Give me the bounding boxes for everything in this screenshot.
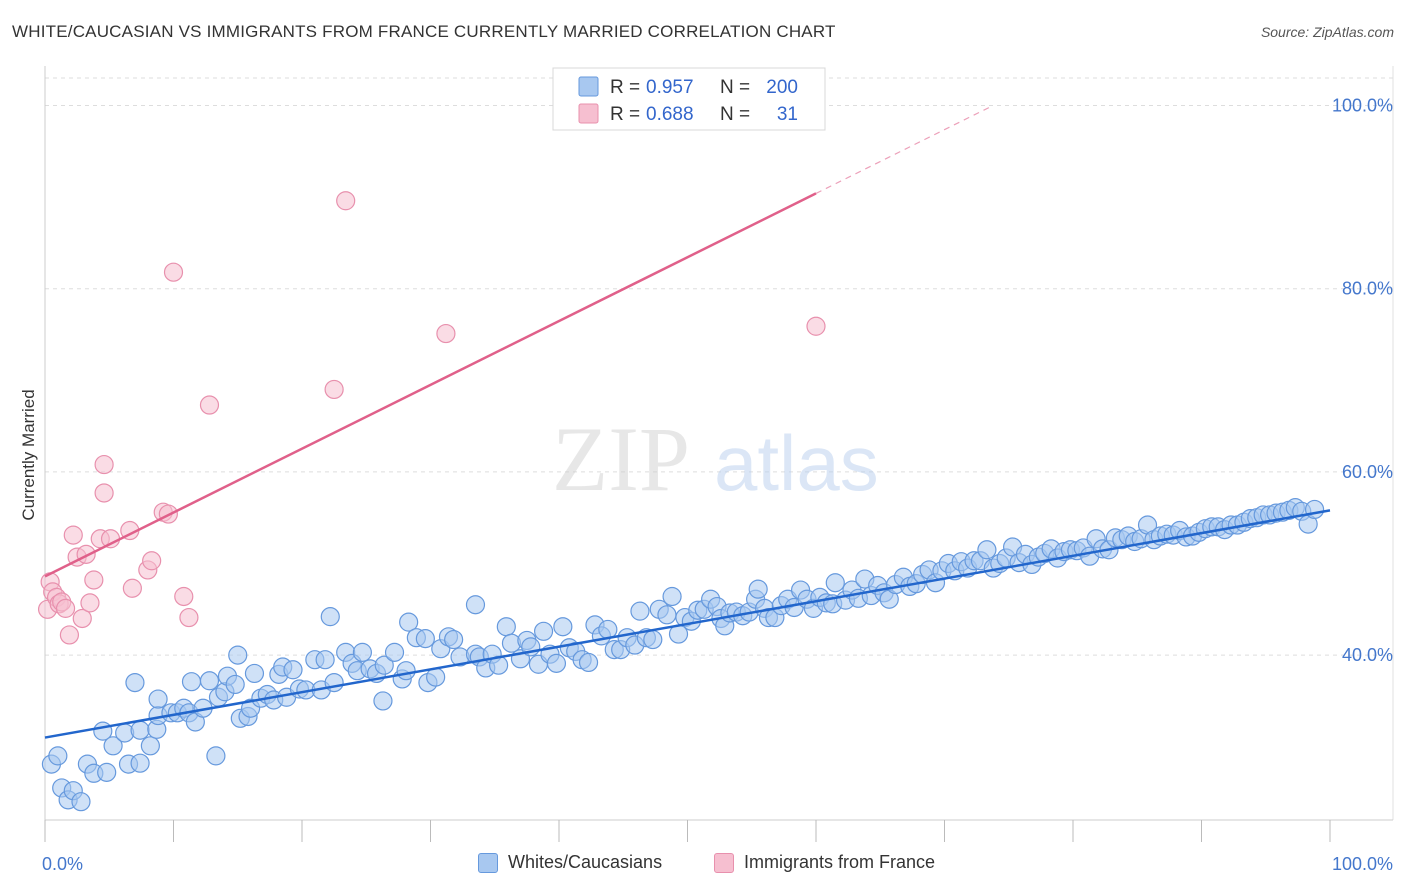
- point-whites: [148, 689, 168, 709]
- watermark: ZIP atlas: [552, 408, 879, 510]
- point-whites: [140, 736, 160, 756]
- chart-title: WHITE/CAUCASIAN VS IMMIGRANTS FROM FRANC…: [12, 22, 836, 41]
- point-whites: [374, 655, 394, 675]
- point-france: [179, 607, 199, 628]
- point-france: [55, 598, 76, 618]
- x-tick-label-min: 0.0%: [42, 854, 83, 874]
- point-whites: [748, 579, 768, 599]
- point-france: [94, 483, 114, 503]
- point-whites: [130, 720, 150, 740]
- trend-lines: [44, 106, 1331, 739]
- bottom-legend-swatch-pink: [714, 852, 734, 873]
- point-whites: [130, 753, 150, 773]
- point-whites: [399, 612, 419, 632]
- point-whites: [125, 672, 145, 693]
- point-whites: [643, 629, 663, 650]
- legend-n-label-pink: N =: [720, 104, 750, 125]
- point-whites: [553, 617, 573, 637]
- point-whites: [465, 595, 486, 615]
- point-france: [174, 586, 194, 607]
- point-whites: [578, 652, 599, 673]
- point-france: [199, 395, 220, 415]
- bottom-legend-swatch-blue: [478, 852, 498, 873]
- point-whites: [244, 663, 265, 684]
- bottom-legend-label-whites: Whites/Caucasians: [508, 852, 663, 872]
- point-whites: [373, 691, 393, 711]
- point-whites: [103, 736, 123, 756]
- y-tick-label: 80.0%: [1342, 279, 1393, 299]
- point-whites: [533, 621, 554, 641]
- point-whites: [384, 642, 405, 662]
- point-whites: [320, 607, 340, 627]
- correlation-legend: R = 0.957 N = 200 R = 0.688 N = 31: [552, 67, 826, 131]
- point-whites: [977, 540, 997, 560]
- point-whites: [199, 671, 220, 691]
- legend-r-label-pink: R =: [610, 104, 640, 125]
- x-tick-label-max: 100.0%: [1332, 854, 1393, 874]
- point-whites: [657, 605, 677, 625]
- point-france: [163, 262, 184, 282]
- point-france: [436, 323, 456, 344]
- point-whites: [396, 661, 416, 681]
- point-whites: [662, 586, 682, 607]
- point-france: [122, 578, 142, 598]
- point-whites: [324, 672, 344, 693]
- point-france: [84, 570, 104, 590]
- point-france: [324, 379, 344, 400]
- legend-n-value-pink: 31: [777, 104, 798, 125]
- axes: [44, 66, 1394, 842]
- watermark-atlas: atlas: [714, 419, 879, 507]
- point-whites: [225, 674, 245, 695]
- chart-source: Source: ZipAtlas.com: [1260, 24, 1394, 40]
- trend-line-whites: [44, 509, 1331, 739]
- bottom-legend-whites: Whites/Caucasians: [478, 852, 662, 873]
- point-france: [94, 454, 114, 475]
- legend-r-value-pink: 0.688: [646, 104, 694, 125]
- gridlines: [45, 77, 1393, 656]
- y-tick-label: 40.0%: [1342, 645, 1393, 665]
- y-axis-title: Currently Married: [19, 389, 38, 520]
- watermark-zip: ZIP: [552, 408, 690, 510]
- point-france: [63, 525, 83, 545]
- point-whites: [71, 792, 91, 812]
- point-whites: [48, 746, 68, 766]
- trend-line-france-extension: [815, 106, 990, 194]
- y-tick-labels: 40.0% 60.0% 80.0% 100.0%: [1332, 95, 1393, 665]
- point-whites: [228, 645, 248, 665]
- trend-line-france: [44, 192, 817, 578]
- point-france: [142, 551, 162, 571]
- point-france: [806, 316, 826, 336]
- point-whites: [630, 601, 650, 621]
- legend-n-label-blue: N =: [720, 77, 750, 98]
- point-france: [336, 191, 356, 211]
- legend-swatch-pink: [578, 103, 599, 124]
- point-whites: [546, 653, 567, 673]
- point-whites: [283, 660, 303, 680]
- point-whites: [825, 573, 845, 593]
- point-whites: [181, 672, 202, 692]
- bottom-legend-label-france: Immigrants from France: [744, 852, 936, 872]
- point-whites: [206, 746, 226, 766]
- point-france: [80, 593, 100, 613]
- point-whites: [315, 650, 335, 670]
- point-whites: [352, 642, 372, 662]
- point-whites: [1304, 499, 1325, 520]
- point-france: [76, 544, 96, 564]
- legend-r-value-blue: 0.957: [646, 77, 694, 98]
- legend-r-label-blue: R =: [610, 77, 640, 98]
- y-tick-label: 100.0%: [1332, 95, 1393, 115]
- point-france: [59, 625, 80, 645]
- point-whites: [415, 629, 435, 649]
- y-tick-label: 60.0%: [1342, 462, 1393, 482]
- legend-n-value-blue: 200: [766, 77, 798, 98]
- point-whites: [496, 617, 516, 637]
- point-france: [72, 608, 92, 629]
- bottom-legend-france: Immigrants from France: [714, 852, 935, 873]
- series-france-points: [37, 191, 826, 645]
- point-whites: [444, 629, 464, 650]
- legend-swatch-blue: [578, 76, 599, 97]
- point-whites: [97, 762, 117, 782]
